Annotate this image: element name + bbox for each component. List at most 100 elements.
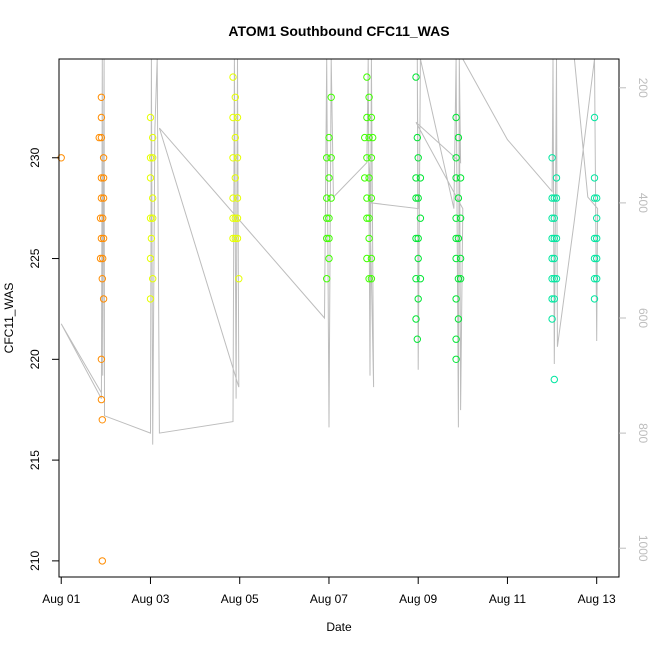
x-tick-label: Aug 09: [399, 592, 437, 606]
data-point: [414, 154, 422, 162]
data-point: [149, 194, 157, 202]
data-point: [454, 275, 463, 283]
data-point: [325, 234, 333, 243]
data-point: [552, 234, 561, 243]
data-point: [97, 194, 106, 202]
data-point: [452, 234, 460, 243]
data-point: [233, 154, 242, 162]
data-point: [363, 113, 371, 122]
x-tick-label: Aug 05: [221, 592, 259, 606]
data-point: [363, 214, 371, 222]
data-point: [548, 194, 556, 202]
data-point: [233, 194, 242, 202]
data-point: [99, 154, 108, 162]
data-point: [454, 234, 463, 243]
data-point: [146, 214, 155, 222]
data-point: [590, 295, 599, 303]
data-point: [96, 254, 105, 263]
y2-tick-label: 400: [636, 193, 650, 213]
y2-tick-label: 600: [636, 308, 650, 328]
data-point: [365, 133, 373, 142]
data-point: [149, 214, 157, 222]
data-point: [454, 194, 463, 202]
data-point: [323, 154, 331, 162]
y-tick-label: 220: [28, 349, 42, 369]
data-point: [231, 214, 240, 222]
data-point: [590, 275, 599, 283]
data-point: [552, 275, 561, 283]
data-point: [367, 275, 376, 283]
plot-frame: [58, 58, 620, 578]
data-point: [454, 315, 463, 323]
data-point: [97, 395, 106, 404]
data-point: [456, 214, 465, 222]
data-point: [231, 174, 240, 182]
data-point: [452, 154, 460, 162]
data-point: [365, 275, 373, 283]
data-point: [323, 194, 331, 202]
data-point: [548, 275, 556, 283]
data-point: [414, 295, 422, 303]
data-point: [550, 214, 558, 222]
data-point: [149, 154, 157, 162]
data-point: [325, 174, 333, 182]
data-point: [229, 214, 237, 222]
data-point: [548, 295, 556, 303]
data-point: [367, 194, 376, 202]
data-point: [235, 275, 243, 283]
altitude-trace-layer: [60, 58, 599, 445]
data-point: [593, 254, 601, 263]
data-point: [456, 275, 465, 283]
data-point: [229, 73, 237, 81]
data-point: [327, 154, 335, 162]
data-point: [231, 234, 240, 243]
data-point: [97, 93, 106, 102]
data-point: [590, 194, 599, 202]
series-4: [548, 113, 601, 384]
data-point: [413, 335, 421, 343]
data-point: [365, 234, 373, 243]
y-axis: 210 215 220 225 230: [28, 147, 59, 571]
data-point: [149, 133, 157, 142]
data-point: [365, 214, 373, 222]
x-tick-label: Aug 07: [310, 592, 348, 606]
data-point: [548, 254, 556, 263]
data-point: [98, 557, 107, 565]
data-point: [229, 194, 237, 202]
data-point: [97, 355, 106, 363]
data-point: [412, 73, 420, 81]
data-point: [363, 194, 371, 202]
data-point: [550, 375, 558, 384]
data-point: [325, 214, 333, 222]
chart-title: ATOM1 Southbound CFC11_WAS: [228, 23, 449, 39]
data-point: [99, 214, 107, 222]
data-point: [593, 234, 601, 243]
data-point: [327, 194, 335, 202]
x-tick-label: Aug 13: [578, 592, 616, 606]
data-point: [363, 254, 371, 263]
data-point: [414, 194, 422, 202]
data-point: [95, 133, 103, 142]
data-point: [550, 254, 558, 263]
data-point: [452, 295, 460, 303]
data-point: [550, 275, 558, 283]
data-point: [454, 133, 463, 142]
y-tick-label: 230: [28, 147, 42, 167]
data-point: [97, 113, 106, 122]
data-point: [550, 234, 558, 243]
data-point: [369, 133, 377, 142]
data-point: [233, 113, 242, 122]
data-point: [412, 174, 420, 182]
data-point: [367, 113, 376, 122]
data-point: [590, 254, 599, 263]
data-point: [365, 93, 373, 102]
series-1: [146, 73, 243, 303]
x-tick-label: Aug 01: [42, 592, 80, 606]
data-point: [593, 214, 601, 222]
data-point: [452, 113, 460, 122]
data-point: [552, 194, 561, 202]
data-point: [325, 254, 333, 263]
data-point: [323, 214, 331, 222]
data-point: [593, 275, 601, 283]
data-point: [146, 154, 155, 162]
